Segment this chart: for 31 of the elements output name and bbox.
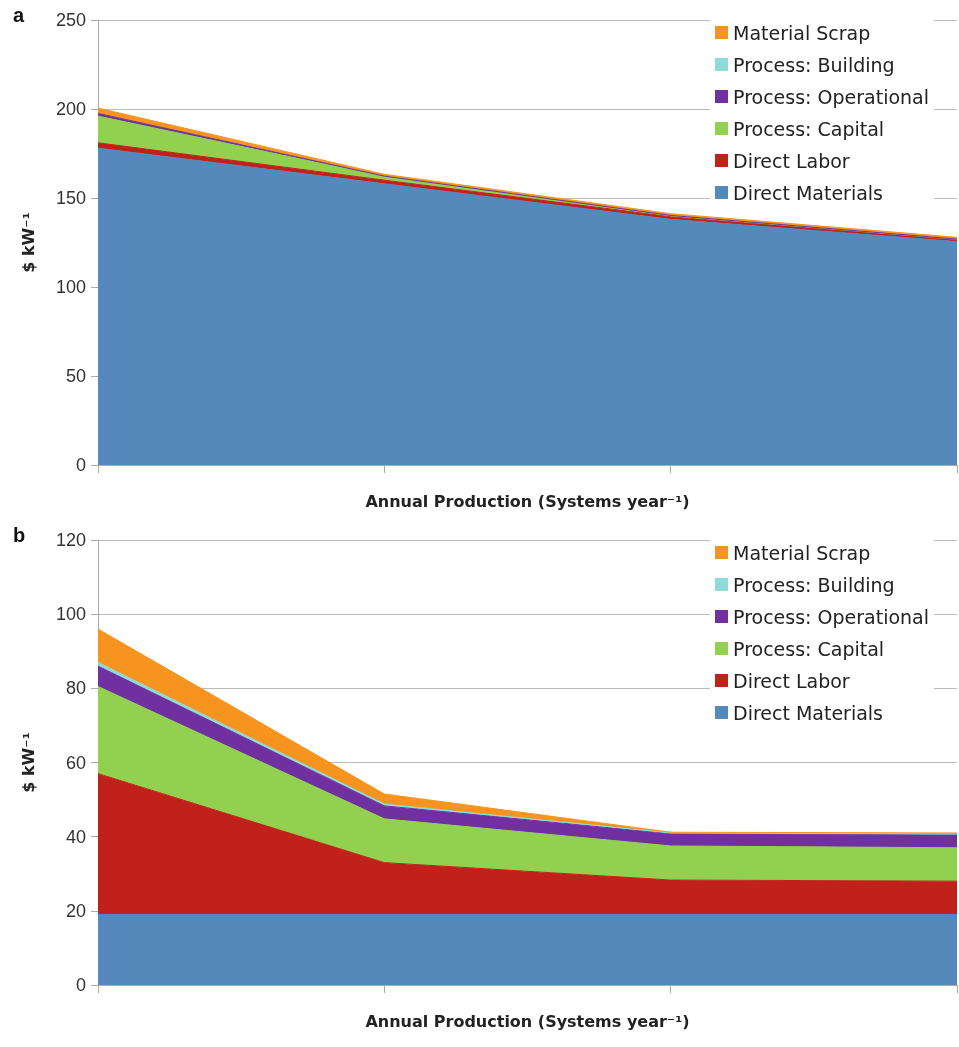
y-axis-title: $ kW⁻¹ [18, 732, 38, 793]
legend-label: Material Scrap [733, 21, 871, 44]
legend-label: Process: Building [733, 53, 895, 76]
legend-label: Direct Materials [733, 181, 884, 204]
y-tick-label: 40 [65, 826, 86, 847]
legend-label: Process: Capital [733, 637, 885, 660]
legend-label: Direct Labor [733, 669, 850, 692]
y-tick-label: 50 [65, 366, 86, 386]
y-tick-label: 250 [55, 10, 86, 30]
chart-title: b [13, 524, 26, 546]
chart-title: a [13, 4, 25, 26]
y-tick-label: 0 [75, 975, 86, 995]
y-tick-label: 120 [55, 530, 86, 550]
y-tick-label: 60 [65, 752, 86, 773]
legend-label: Direct Materials [733, 701, 884, 724]
legend-label: Process: Operational [733, 605, 930, 628]
y-tick-label: 0 [75, 455, 86, 475]
y-tick-label: 20 [65, 900, 86, 921]
x-axis-title: Annual Production (Systems year⁻¹) [365, 491, 690, 511]
legend-label: Process: Building [733, 573, 895, 596]
y-tick-label: 100 [55, 277, 86, 297]
x-axis-title: Annual Production (Systems year⁻¹) [365, 1011, 690, 1031]
legend-label: Material Scrap [733, 541, 871, 564]
y-tick-label: 80 [65, 678, 86, 699]
legend-label: Direct Labor [733, 149, 850, 172]
y-tick-label: 200 [55, 99, 86, 119]
legend-label: Process: Capital [733, 117, 885, 140]
y-axis-title: $ kW⁻¹ [18, 212, 38, 273]
y-tick-label: 150 [55, 188, 86, 208]
legend-label: Process: Operational [733, 85, 930, 108]
y-tick-label: 100 [55, 604, 86, 625]
